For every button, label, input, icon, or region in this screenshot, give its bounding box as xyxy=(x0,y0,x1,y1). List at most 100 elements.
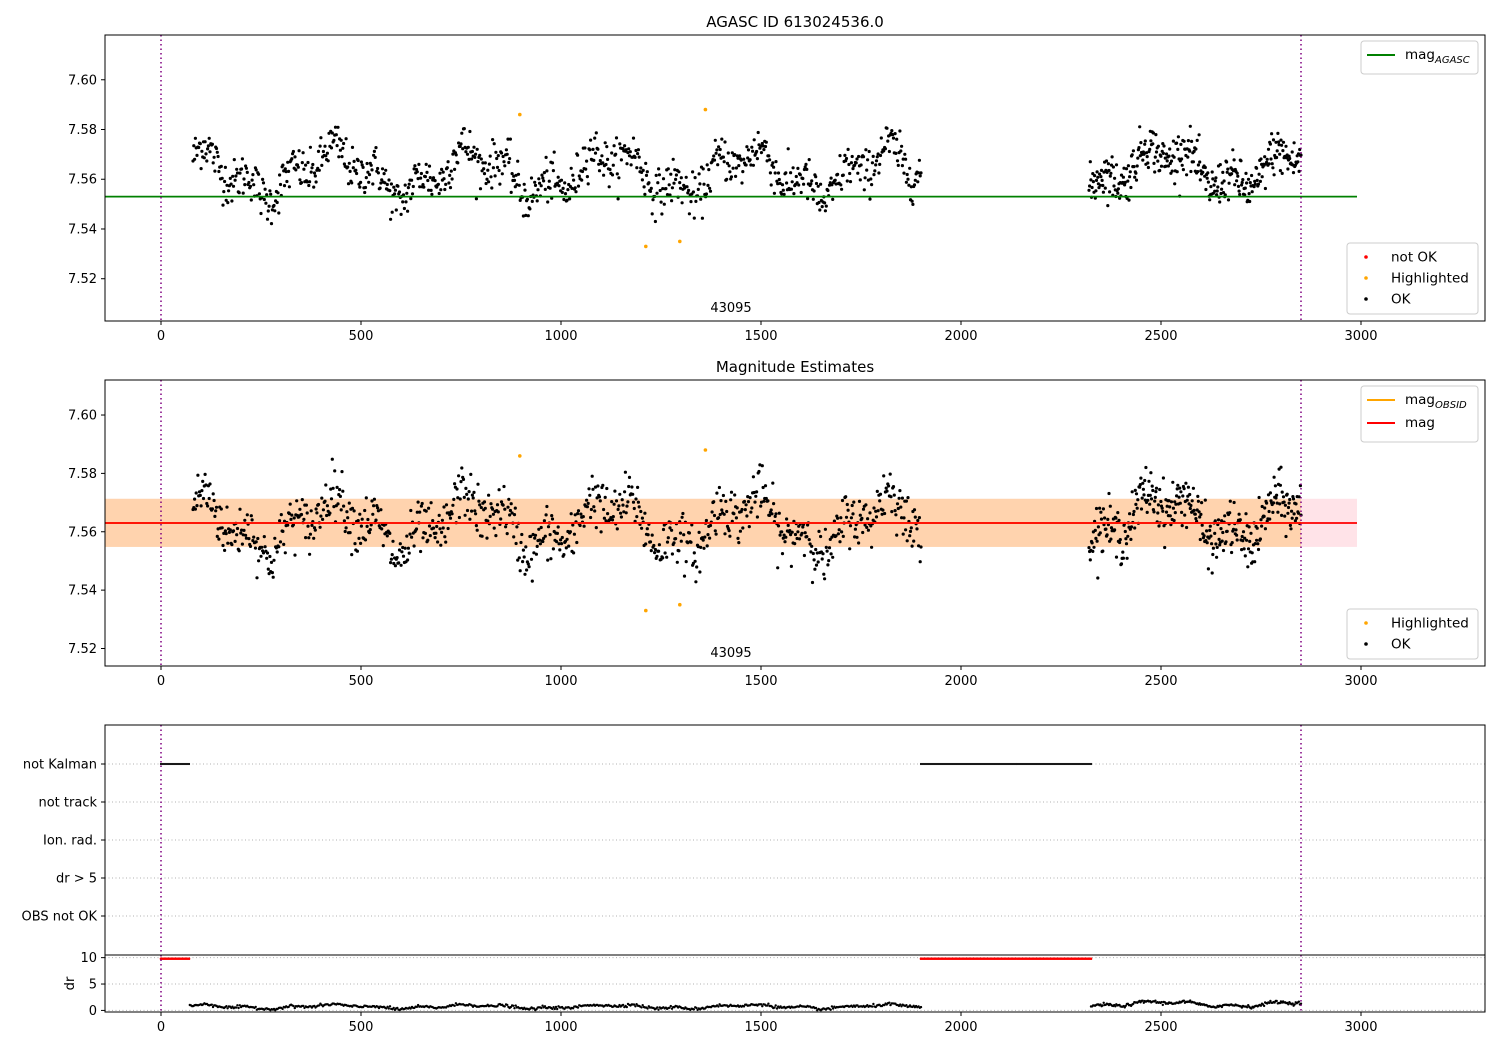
ok-point xyxy=(415,510,419,514)
ok-point xyxy=(786,147,790,151)
ok-point xyxy=(1123,529,1127,534)
ok-point xyxy=(742,157,746,161)
ok-point xyxy=(281,529,285,534)
ok-point xyxy=(813,567,817,571)
ok-point xyxy=(364,496,368,500)
ok-point xyxy=(1103,516,1107,520)
ok-point xyxy=(801,525,805,529)
ok-point xyxy=(890,129,894,133)
ok-point xyxy=(230,543,234,547)
ok-point xyxy=(802,553,807,558)
ok-point xyxy=(534,552,539,556)
ok-point xyxy=(761,144,765,148)
dr-point xyxy=(392,1006,395,1010)
ok-point xyxy=(602,507,606,512)
dr-flag-point xyxy=(1027,957,1031,960)
ok-point xyxy=(725,509,729,514)
ok-point xyxy=(1271,138,1276,142)
ok-point xyxy=(541,539,545,544)
ok-point xyxy=(584,167,588,171)
ok-point xyxy=(879,136,883,140)
ok-point xyxy=(358,512,362,516)
x-tick-label: 1500 xyxy=(744,674,777,689)
ok-point xyxy=(1123,183,1127,187)
ok-point xyxy=(1180,524,1184,528)
ok-point xyxy=(419,504,423,508)
ok-point xyxy=(202,156,206,160)
ok-point xyxy=(1205,541,1209,545)
dr-point xyxy=(532,1007,536,1010)
ok-point xyxy=(1167,154,1171,158)
ok-point xyxy=(1088,184,1092,188)
ok-point xyxy=(800,531,804,535)
ok-point xyxy=(1141,158,1145,162)
dr-flag-point xyxy=(1079,957,1083,960)
ok-point xyxy=(612,144,616,148)
ok-point xyxy=(1154,133,1158,137)
ok-point xyxy=(542,171,547,175)
ok-point xyxy=(702,182,706,186)
ok-point xyxy=(916,518,920,523)
ok-point xyxy=(1180,157,1184,161)
ok-point xyxy=(912,183,917,187)
ok-point xyxy=(1231,148,1235,152)
ok-point xyxy=(671,157,675,161)
dr-point xyxy=(767,1002,770,1005)
ok-point xyxy=(799,190,803,195)
ok-point xyxy=(223,548,227,553)
ok-point xyxy=(478,187,483,191)
ok-point xyxy=(539,184,543,188)
flag-point xyxy=(1059,762,1063,766)
ok-point xyxy=(337,155,341,159)
ok-point xyxy=(789,533,793,537)
dr-point xyxy=(759,1003,763,1006)
ok-point xyxy=(802,167,807,172)
ok-point xyxy=(899,149,903,153)
ok-point xyxy=(396,184,400,188)
ok-point xyxy=(499,500,504,504)
dr-point xyxy=(657,1008,660,1011)
dr-point xyxy=(775,1007,779,1010)
ok-point xyxy=(746,148,751,152)
ok-point xyxy=(245,170,249,174)
ok-point xyxy=(404,200,408,204)
ok-point xyxy=(210,507,214,511)
ok-point xyxy=(1125,556,1129,560)
ok-point xyxy=(444,503,449,507)
ok-point xyxy=(603,141,607,145)
ok-point xyxy=(538,542,543,546)
ok-point xyxy=(657,543,662,547)
ok-point xyxy=(439,543,443,547)
flag-point xyxy=(947,762,951,766)
ok-point xyxy=(744,503,748,507)
ok-point xyxy=(1113,528,1117,532)
ok-point xyxy=(680,201,684,205)
ok-point xyxy=(838,540,842,544)
ok-point xyxy=(521,214,526,218)
dr-point xyxy=(1297,1000,1301,1003)
ok-point xyxy=(406,209,410,213)
ok-point xyxy=(283,167,287,171)
ok-point xyxy=(551,547,556,551)
ok-point xyxy=(1145,155,1149,159)
ok-point xyxy=(379,508,383,512)
ok-point xyxy=(644,542,648,546)
ok-point xyxy=(691,190,696,194)
ok-point xyxy=(444,540,448,544)
ok-point xyxy=(594,526,598,530)
ok-point xyxy=(211,492,215,496)
ok-point xyxy=(645,170,649,174)
ok-point xyxy=(1144,465,1148,470)
ok-point xyxy=(300,161,304,165)
ok-point xyxy=(1161,476,1165,480)
ok-point xyxy=(589,138,593,142)
ok-point xyxy=(704,518,709,523)
ok-point xyxy=(827,559,831,563)
ok-point xyxy=(506,505,510,509)
ok-point xyxy=(1118,540,1122,545)
ok-point xyxy=(483,506,487,510)
ok-point xyxy=(421,183,425,187)
ok-point xyxy=(1107,168,1111,173)
ok-point xyxy=(1291,497,1296,501)
ok-point xyxy=(774,160,778,164)
